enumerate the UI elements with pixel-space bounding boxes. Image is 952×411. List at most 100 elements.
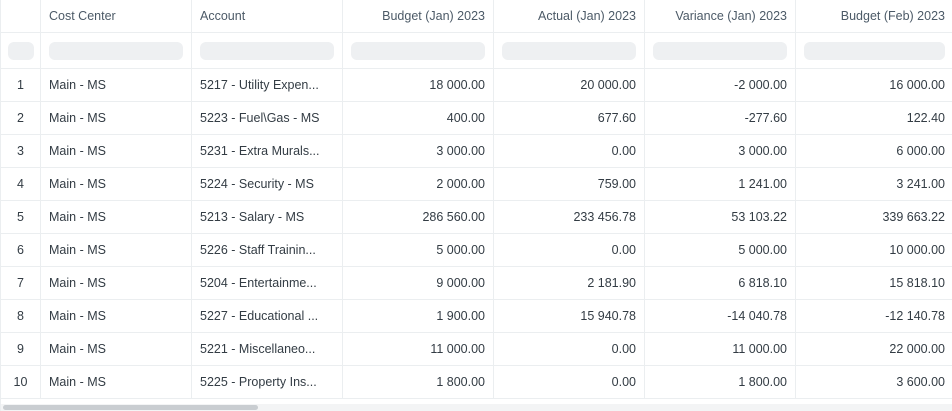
budget-jan-cell[interactable]: 5 000.00 — [343, 234, 494, 266]
cost-center-cell[interactable]: Main - MS — [41, 333, 192, 365]
budget-jan-cell[interactable]: 3 000.00 — [343, 135, 494, 167]
budget-jan-cell[interactable]: 1 800.00 — [343, 366, 494, 398]
column-header-budget-feb[interactable]: Budget (Feb) 2023 — [840, 9, 945, 23]
filter-placeholder — [7, 41, 34, 60]
filter-variance-jan-input[interactable] — [645, 33, 796, 68]
cost-center-cell[interactable]: Main - MS — [41, 366, 192, 398]
table-row[interactable]: 3 Main - MS 5231 - Extra Murals... 3 000… — [1, 135, 952, 168]
variance-jan-cell[interactable]: -14 040.78 — [645, 300, 796, 332]
filter-cost-center-input[interactable] — [41, 33, 192, 68]
cost-center-cell[interactable]: Main - MS — [41, 234, 192, 266]
account-value: 5217 - Utility Expen... — [200, 78, 319, 92]
horizontal-scrollbar[interactable] — [1, 404, 952, 411]
cost-center-cell[interactable]: Main - MS — [41, 300, 192, 332]
cost-center-cell[interactable]: Main - MS — [41, 69, 192, 101]
budget-feb-cell[interactable]: 122.40 — [906, 111, 945, 125]
account-cell[interactable]: 5217 - Utility Expen... — [192, 69, 343, 101]
actual-jan-cell[interactable]: 2 181.90 — [494, 267, 645, 299]
budget-jan-cell[interactable]: 400.00 — [343, 102, 494, 134]
budget-feb-cell[interactable]: 22 000.00 — [889, 342, 945, 356]
actual-jan-cell[interactable]: 233 456.78 — [494, 201, 645, 233]
row-index: 7 — [1, 267, 41, 299]
variance-jan-cell[interactable]: -277.60 — [645, 102, 796, 134]
budget-jan-cell[interactable]: 18 000.00 — [343, 69, 494, 101]
actual-jan-cell[interactable]: 15 940.78 — [494, 300, 645, 332]
filter-placeholder — [200, 41, 334, 60]
scrollbar-thumb[interactable] — [3, 405, 258, 410]
account-cell[interactable]: 5231 - Extra Murals... — [192, 135, 343, 167]
table-row[interactable]: 1 Main - MS 5217 - Utility Expen... 18 0… — [1, 69, 952, 102]
budget-feb-cell[interactable]: 3 241.00 — [896, 177, 945, 191]
table-row[interactable]: 5 Main - MS 5213 - Salary - MS 286 560.0… — [1, 201, 952, 234]
row-index: 8 — [1, 300, 41, 332]
actual-jan-cell[interactable]: 0.00 — [494, 135, 645, 167]
table-row[interactable]: 8 Main - MS 5227 - Educational ... 1 900… — [1, 300, 952, 333]
row-index: 10 — [1, 366, 41, 398]
budget-feb-cell[interactable]: 3 600.00 — [896, 375, 945, 389]
table-row[interactable]: 7 Main - MS 5204 - Entertainme... 9 000.… — [1, 267, 952, 300]
cost-center-cell[interactable]: Main - MS — [41, 267, 192, 299]
budget-jan-cell[interactable]: 9 000.00 — [343, 267, 494, 299]
filter-budget-jan-input[interactable] — [343, 33, 494, 68]
table-row[interactable]: 6 Main - MS 5226 - Staff Trainin... 5 00… — [1, 234, 952, 267]
cost-center-cell[interactable]: Main - MS — [41, 201, 192, 233]
budget-jan-cell[interactable]: 2 000.00 — [343, 168, 494, 200]
account-cell[interactable]: 5204 - Entertainme... — [192, 267, 343, 299]
account-cell[interactable]: 5224 - Security - MS — [192, 168, 343, 200]
account-cell[interactable]: 5226 - Staff Trainin... — [192, 234, 343, 266]
column-header-actual-jan[interactable]: Actual (Jan) 2023 — [494, 0, 645, 32]
cost-center-cell[interactable]: Main - MS — [41, 168, 192, 200]
account-cell[interactable]: 5227 - Educational ... — [192, 300, 343, 332]
filter-placeholder — [49, 41, 183, 60]
variance-jan-cell[interactable]: -2 000.00 — [645, 69, 796, 101]
budget-feb-cell[interactable]: 15 818.10 — [889, 276, 945, 290]
budget-feb-cell[interactable]: 339 663.22 — [882, 210, 945, 224]
actual-jan-cell[interactable]: 0.00 — [494, 333, 645, 365]
account-cell[interactable]: 5225 - Property Ins... — [192, 366, 343, 398]
budget-feb-cell[interactable]: 16 000.00 — [889, 78, 945, 92]
variance-jan-cell[interactable]: 3 000.00 — [645, 135, 796, 167]
column-header-cost-center[interactable]: Cost Center — [41, 0, 192, 32]
account-value: 5226 - Staff Trainin... — [200, 243, 316, 257]
account-value: 5227 - Educational ... — [200, 309, 319, 323]
variance-jan-cell[interactable]: 5 000.00 — [645, 234, 796, 266]
filter-placeholder — [502, 41, 636, 60]
account-value: 5224 - Security - MS — [200, 177, 314, 191]
filter-budget-feb-input[interactable] — [796, 33, 952, 68]
filter-actual-jan-input[interactable] — [494, 33, 645, 68]
row-index: 3 — [1, 135, 41, 167]
variance-jan-cell[interactable]: 1 800.00 — [645, 366, 796, 398]
filter-account-input[interactable] — [192, 33, 343, 68]
actual-jan-cell[interactable]: 0.00 — [494, 234, 645, 266]
filter-cell-index — [1, 33, 41, 68]
cost-center-value: Main - MS — [49, 243, 106, 257]
account-cell[interactable]: 5223 - Fuel\Gas - MS — [192, 102, 343, 134]
column-header-variance-jan[interactable]: Variance (Jan) 2023 — [645, 0, 796, 32]
budget-jan-cell[interactable]: 11 000.00 — [343, 333, 494, 365]
budget-feb-cell[interactable]: -12 140.78 — [885, 309, 945, 323]
budget-jan-cell[interactable]: 286 560.00 — [343, 201, 494, 233]
budget-jan-cell[interactable]: 1 900.00 — [343, 300, 494, 332]
column-header-budget-jan[interactable]: Budget (Jan) 2023 — [343, 0, 494, 32]
account-cell[interactable]: 5221 - Miscellaneo... — [192, 333, 343, 365]
table-row[interactable]: 4 Main - MS 5224 - Security - MS 2 000.0… — [1, 168, 952, 201]
table-row[interactable]: 10 Main - MS 5225 - Property Ins... 1 80… — [1, 366, 952, 399]
actual-jan-cell[interactable]: 759.00 — [494, 168, 645, 200]
cost-center-cell[interactable]: Main - MS — [41, 102, 192, 134]
actual-jan-cell[interactable]: 677.60 — [494, 102, 645, 134]
variance-jan-cell[interactable]: 6 818.10 — [645, 267, 796, 299]
variance-jan-cell[interactable]: 53 103.22 — [645, 201, 796, 233]
budget-feb-cell[interactable]: 10 000.00 — [889, 243, 945, 257]
account-cell[interactable]: 5213 - Salary - MS — [192, 201, 343, 233]
table-row[interactable]: 9 Main - MS 5221 - Miscellaneo... 11 000… — [1, 333, 952, 366]
filter-row — [1, 33, 952, 69]
actual-jan-cell[interactable]: 0.00 — [494, 366, 645, 398]
variance-jan-cell[interactable]: 11 000.00 — [645, 333, 796, 365]
table-row[interactable]: 2 Main - MS 5223 - Fuel\Gas - MS 400.00 … — [1, 102, 952, 135]
variance-jan-cell[interactable]: 1 241.00 — [645, 168, 796, 200]
budget-feb-cell[interactable]: 6 000.00 — [896, 144, 945, 158]
column-header-account[interactable]: Account — [192, 0, 343, 32]
cost-center-cell[interactable]: Main - MS — [41, 135, 192, 167]
actual-jan-cell[interactable]: 20 000.00 — [494, 69, 645, 101]
